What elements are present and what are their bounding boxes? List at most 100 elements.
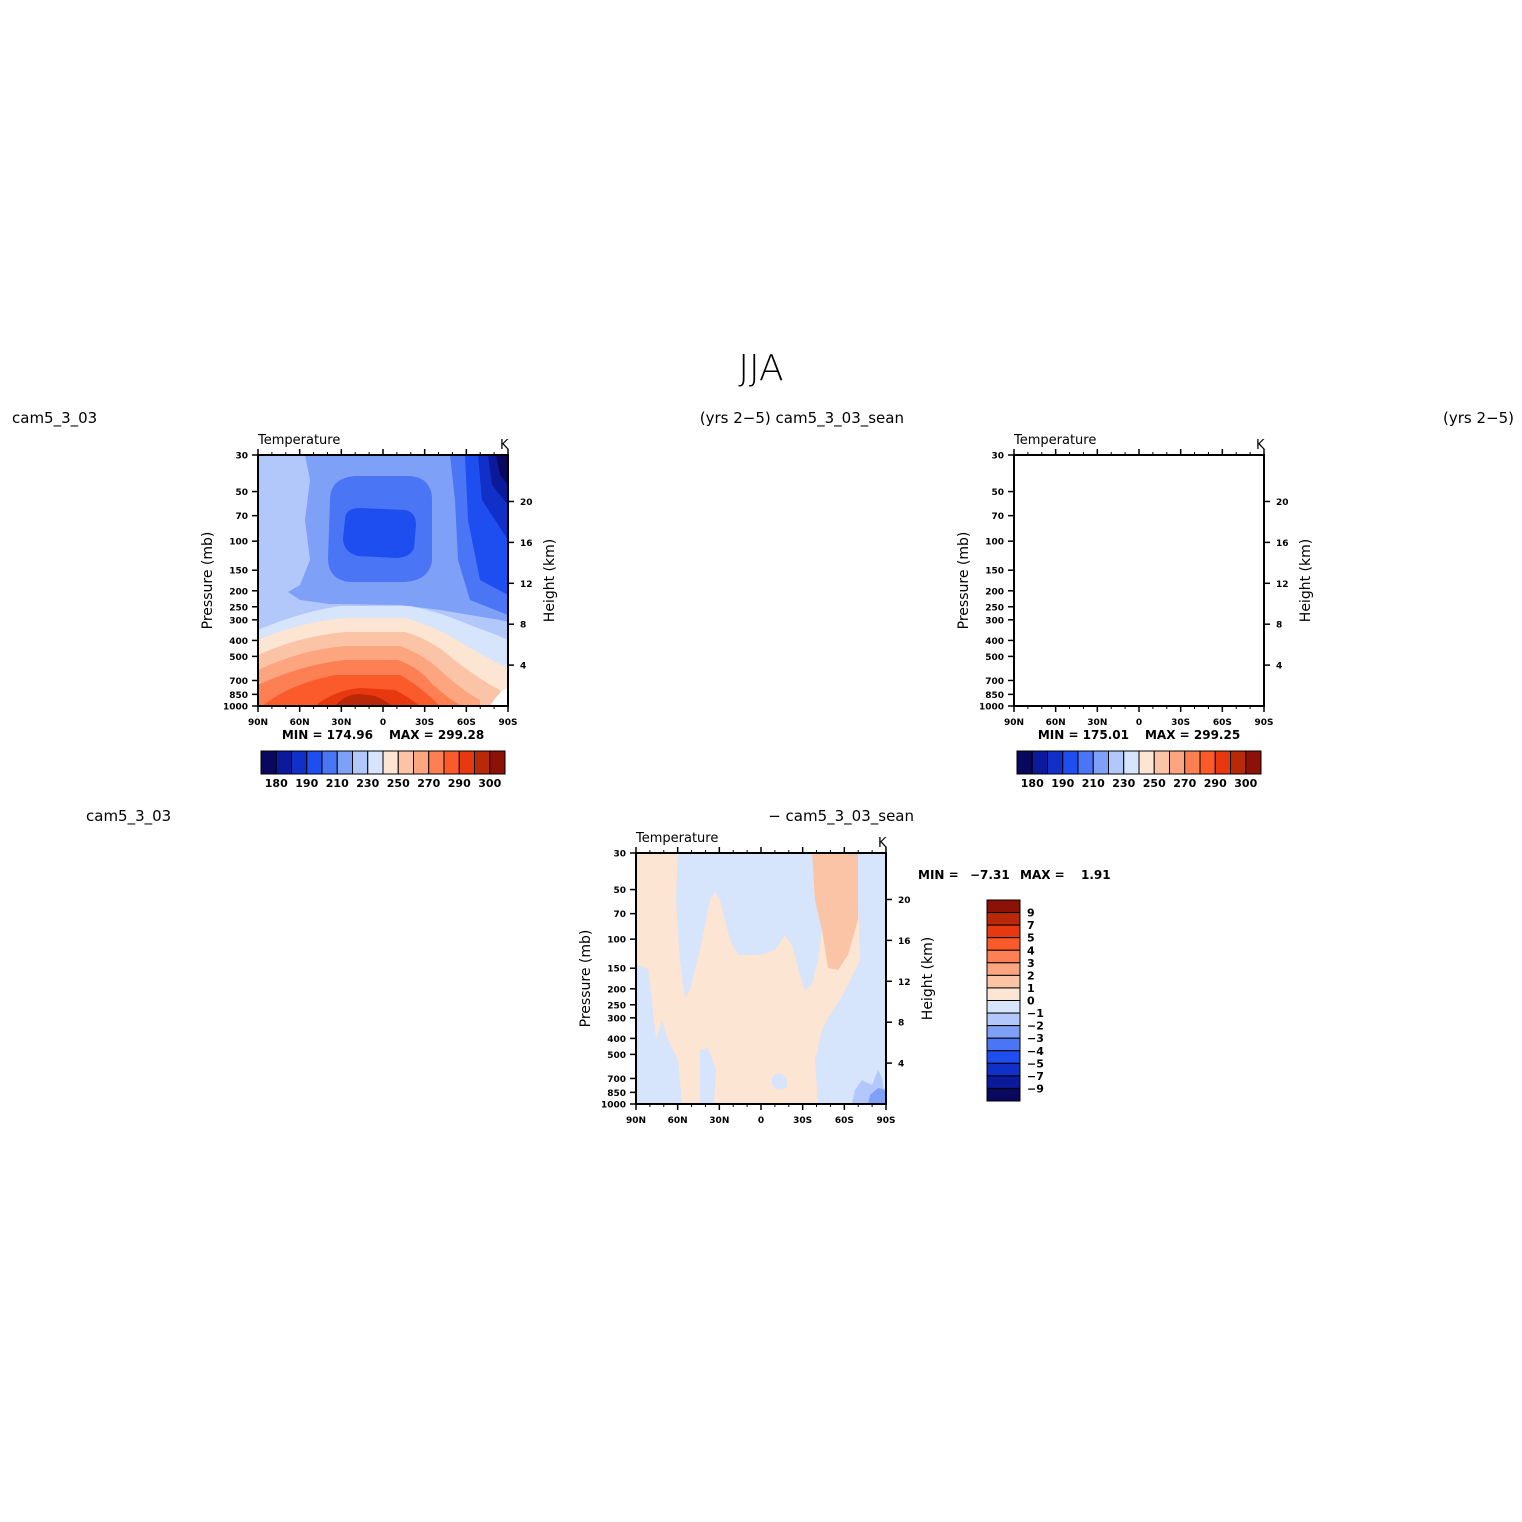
panel2-frame	[1013, 454, 1265, 707]
y-right-tick-label: 4	[520, 662, 526, 672]
panel3-fill	[636, 853, 886, 1104]
panel3-max-label: MAX =	[1020, 868, 1065, 882]
y-right-tick-label: 20	[520, 498, 533, 508]
colorbar-box	[986, 1087, 1021, 1102]
panel1-ylabel: Pressure (mb)	[200, 532, 216, 630]
y-tick-label: 200	[229, 587, 248, 597]
panel2-ylabel-right: Height (km)	[1298, 539, 1314, 622]
panel2-minmax: MIN = 175.01 MAX = 299.25	[1038, 728, 1240, 742]
colorbar-box	[352, 750, 369, 775]
y-tick-label: 250	[229, 603, 248, 613]
colorbar-box	[1214, 750, 1231, 775]
colorbar-box	[986, 987, 1021, 1001]
panel3-band-neg-north	[636, 965, 682, 1104]
colorbar-box	[1245, 750, 1262, 775]
panel1-band-295	[335, 694, 392, 706]
y-tick-label: 700	[229, 677, 248, 687]
panel3-ylabel: Pressure (mb)	[578, 930, 594, 1028]
y-right-tick-label: 8	[520, 621, 526, 631]
panel3-right-string: − cam5_3_03_sean	[768, 807, 914, 826]
colorbar-label: −9	[1027, 1082, 1044, 1095]
colorbar-label: 190	[1051, 777, 1074, 790]
x-tick-label: 30S	[793, 1116, 812, 1126]
x-tick-label: 0	[1136, 718, 1142, 728]
x-tick-label: 60N	[1046, 718, 1066, 728]
x-tick-label: 90N	[248, 718, 268, 728]
panel1-band-polar-cap	[490, 688, 508, 706]
y-tick-label: 500	[985, 653, 1004, 663]
panel2-band-polar-cap	[1246, 688, 1264, 706]
colorbar-box	[986, 1012, 1021, 1027]
y-tick-label: 30	[613, 850, 626, 860]
colorbar-label: −4	[1027, 1045, 1044, 1058]
colorbar-box	[275, 750, 292, 775]
y-tick-label: 100	[985, 538, 1004, 548]
panel2-band-200-core	[1099, 508, 1172, 558]
y-right-tick-label: 8	[1276, 621, 1282, 631]
y-tick-label: 200	[985, 587, 1004, 597]
y-tick-label: 100	[229, 538, 248, 548]
colorbar-box	[306, 750, 323, 775]
panel3-band-neg-2-to-3	[868, 1088, 886, 1104]
x-tick-label: 60N	[668, 1116, 688, 1126]
y-right-tick-label: 16	[1276, 539, 1289, 549]
panel2-band-270	[1014, 646, 1236, 706]
y-tick-label: 300	[229, 616, 248, 626]
panel2-ylabel: Pressure (mb)	[956, 532, 972, 630]
y-tick-label: 1000	[979, 703, 1004, 713]
colorbar-box	[986, 962, 1021, 976]
colorbar-box	[1184, 750, 1201, 775]
colorbar-box	[986, 1075, 1021, 1089]
x-tick-label: 90S	[876, 1116, 895, 1126]
colorbar-label: −1	[1027, 1007, 1044, 1020]
panel2-band-260	[1014, 632, 1256, 706]
panel2-band-210-core	[1084, 476, 1188, 582]
panel3-band-1-to-2	[812, 853, 858, 970]
colorbar-label: −2	[1027, 1020, 1044, 1033]
panel3-band-neg-central	[676, 853, 822, 998]
panel2-axes: Temperature K 90N 60N 30N 0 30S 60S 90S 30 50 70 100…	[956, 433, 1314, 728]
colorbar-box	[1077, 750, 1094, 775]
y-tick-label: 850	[229, 691, 248, 701]
colorbar-box	[986, 1050, 1021, 1064]
colorbar-label: 270	[1173, 777, 1196, 790]
panel2-title: Temperature	[1013, 433, 1096, 448]
colorbar-label: 190	[295, 777, 318, 790]
colorbar-label: 290	[448, 777, 471, 790]
colorbar-box	[397, 750, 414, 775]
y-tick-label: 1000	[601, 1101, 626, 1111]
colorbar-box	[260, 750, 277, 775]
y-tick-label: 400	[229, 637, 248, 647]
x-tick-label: 30N	[1087, 718, 1107, 728]
panel2-band-180	[1252, 455, 1264, 485]
y-tick-label: 1000	[223, 703, 248, 713]
y-right-tick-label: 12	[520, 580, 533, 590]
x-tick-label: 0	[758, 1116, 764, 1126]
colorbar-box	[1031, 750, 1048, 775]
panel3-band-pos-patch	[708, 982, 726, 1055]
colorbar-box	[458, 750, 475, 775]
y-tick-label: 150	[229, 567, 248, 577]
colorbar-label: 180	[265, 777, 288, 790]
y-tick-label: 700	[607, 1075, 626, 1085]
colorbar-box	[1123, 750, 1140, 775]
panel2-band-190	[1234, 455, 1264, 540]
x-tick-label: 90S	[498, 718, 517, 728]
panel2-fill	[1014, 455, 1264, 706]
y-tick-label: 250	[985, 603, 1004, 613]
y-tick-label: 250	[607, 1001, 626, 1011]
panel2-contour-plot: Temperature K 90N 60N 30N 0 30S 60S 90S 30 50 70 100…	[956, 433, 1314, 728]
panel1-band-200-core	[343, 508, 416, 558]
colorbar-box	[1230, 750, 1247, 775]
y-tick-label: 100	[607, 936, 626, 946]
panel1-axes: Temperature K 90N 60N 30N 0 30S 60S 90S 30 50 70 100…	[200, 433, 558, 728]
y-right-tick-label: 8	[898, 1019, 904, 1029]
y-right-tick-label: 16	[520, 539, 533, 549]
y-tick-label: 850	[607, 1089, 626, 1099]
x-tick-label: 90N	[1004, 718, 1024, 728]
colorbar-label: 3	[1027, 957, 1035, 970]
panel3-contour-plot: Temperature K 90N 60N 30N 0 30S 60S 90S 30 50 70 100…	[578, 831, 936, 1126]
panel1-right-string: (yrs 2−5) cam5_3_03_sean	[700, 409, 904, 428]
